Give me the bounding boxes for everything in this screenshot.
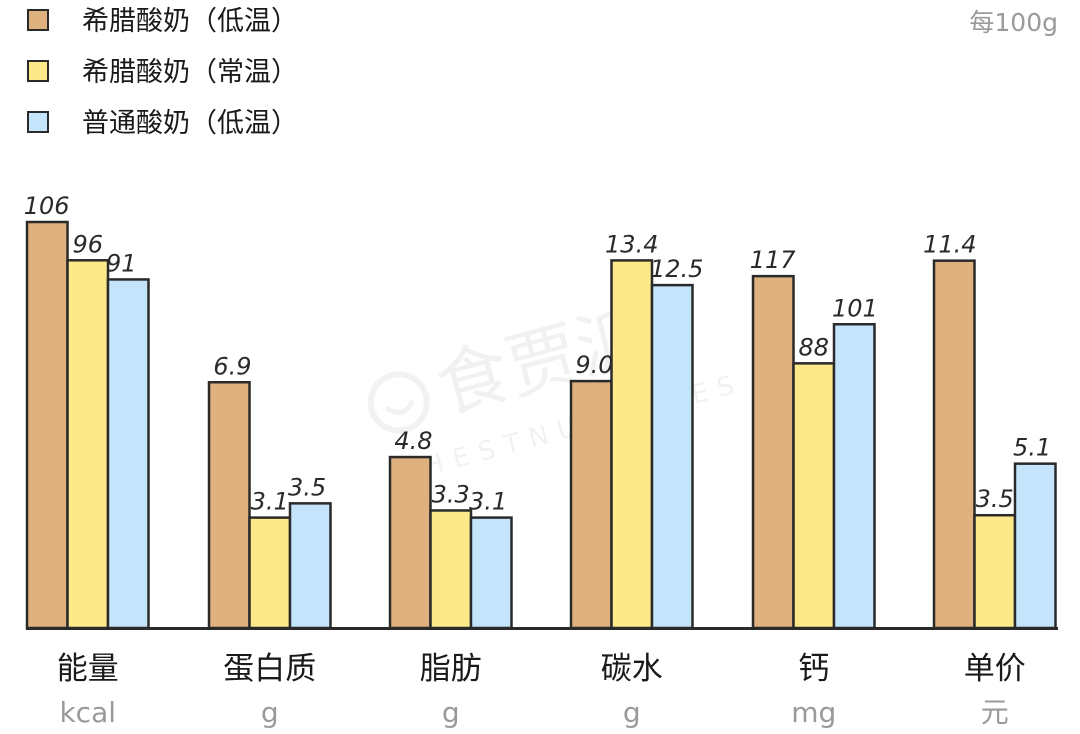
value-label-2-2: 3.1 (251, 488, 289, 516)
bar-1-3 (388, 455, 432, 630)
value-label-3-6: 5.1 (1013, 434, 1051, 462)
value-label-2-1: 96 (72, 230, 103, 258)
bar-3-2 (288, 502, 332, 630)
value-label-1-4: 9.0 (575, 351, 613, 379)
bar-3-5 (832, 323, 876, 630)
value-label-2-5: 88 (798, 333, 829, 361)
bar-1-1 (25, 220, 69, 630)
bar-2-4 (610, 259, 654, 630)
bar-1-5 (751, 274, 795, 630)
bar-2-1 (66, 259, 110, 630)
bar-1-6 (932, 259, 976, 630)
unit-label-5: mg (791, 696, 836, 729)
unit-label-2: g (261, 696, 279, 729)
category-labels-layer: 能量 蛋白质 脂肪 碳水 钙 单价 (57, 651, 1026, 687)
value-label-2-3: 3.3 (432, 480, 470, 508)
value-label-3-2: 3.5 (288, 473, 326, 501)
bar-3-1 (106, 278, 150, 630)
value-label-3-4: 12.5 (650, 255, 703, 283)
bar-2-3 (429, 509, 473, 630)
unit-label-1: kcal (59, 696, 116, 729)
value-label-2-6: 3.5 (976, 485, 1014, 513)
category-label-1: 能量 (57, 651, 119, 687)
per-100g-note: 每100g (969, 8, 1058, 37)
value-label-3-1: 91 (106, 249, 137, 277)
value-label-2-4: 13.4 (605, 230, 658, 258)
unit-label-3: g (442, 696, 460, 729)
category-label-2: 蛋白质 (223, 651, 316, 687)
value-label-1-1: 106 (24, 192, 70, 220)
value-label-3-5: 101 (832, 294, 878, 322)
category-label-4: 碳水 (601, 651, 663, 687)
unit-labels-layer: kcal g g g mg 元 (59, 696, 1008, 729)
watermark-smile-icon (384, 399, 416, 415)
category-label-3: 脂肪 (420, 651, 482, 687)
legend-swatch-1 (27, 9, 49, 31)
bar-2-2 (248, 516, 292, 630)
bar-3-4 (650, 283, 694, 630)
watermark-logo-icon (367, 371, 430, 434)
legend-label-1: 希腊酸奶（低温） (82, 6, 298, 37)
value-label-1-5: 117 (750, 246, 797, 274)
legend: 希腊酸奶（低温） 希腊酸奶（常温） 普通酸奶（低温） (27, 6, 298, 139)
bar-3-3 (469, 516, 513, 630)
value-label-1-6: 11.4 (923, 231, 976, 259)
category-label-5: 钙 (798, 651, 829, 687)
bar-2-5 (792, 362, 836, 630)
legend-swatch-3 (27, 111, 49, 133)
unit-label-6: 元 (981, 696, 1009, 729)
value-label-1-3: 4.8 (394, 427, 432, 455)
value-label-3-3: 3.1 (469, 488, 507, 516)
bar-1-4 (569, 379, 613, 630)
unit-label-4: g (623, 696, 641, 729)
bar-3-6 (1013, 462, 1057, 630)
bar-1-2 (207, 381, 251, 630)
legend-swatch-2 (27, 60, 49, 82)
legend-label-2: 希腊酸奶（常温） (82, 57, 298, 88)
category-label-6: 单价 (964, 651, 1026, 687)
legend-label-3: 普通酸奶（低温） (82, 108, 298, 139)
bar-2-6 (973, 513, 1017, 630)
value-label-1-2: 6.9 (213, 352, 251, 380)
